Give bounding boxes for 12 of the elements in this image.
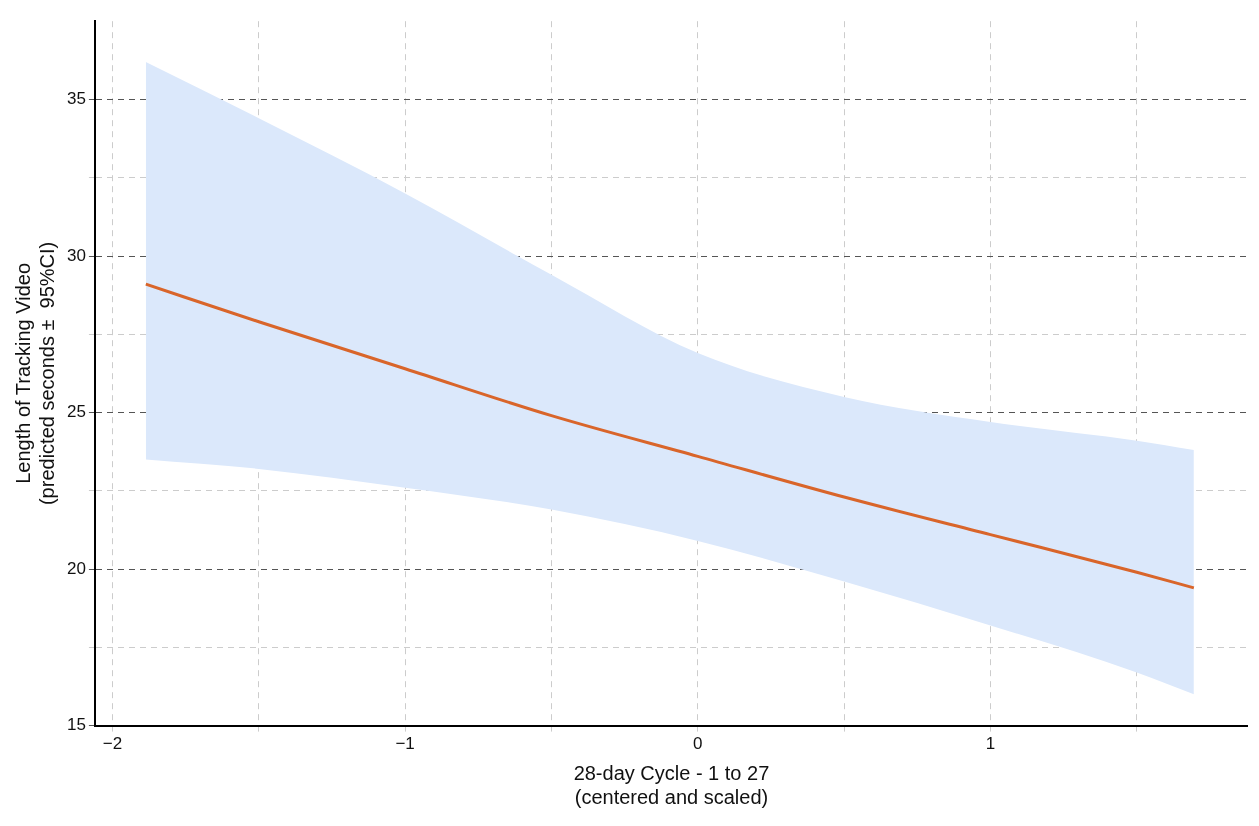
- x-tick-label: −2: [102, 734, 123, 754]
- y-tick-label: 25: [66, 402, 86, 422]
- x-axis-title: 28-day Cycle - 1 to 27 (centered and scaled): [573, 761, 770, 808]
- x-tick-label: −1: [395, 734, 415, 754]
- y-tick-label: 20: [66, 558, 86, 578]
- y-tick-label: 35: [66, 89, 86, 109]
- y-tick-label: 30: [66, 245, 86, 265]
- y-axis-title: Length of Tracking Video (predicted seconds ± 95%CI): [11, 241, 58, 506]
- y-tick-label: 15: [66, 715, 86, 735]
- line-series: [144, 282, 1196, 590]
- x-tick-label: 0: [693, 734, 703, 754]
- x-tick-label: 1: [985, 734, 996, 754]
